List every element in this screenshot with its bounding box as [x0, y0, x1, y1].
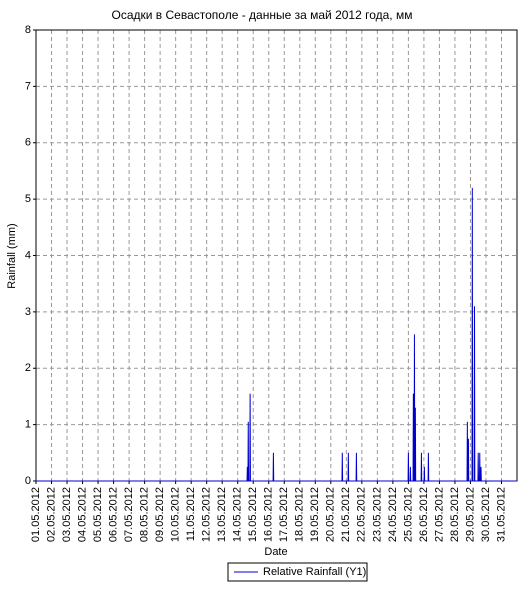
- x-tick-label: 01.05.2012: [30, 487, 42, 542]
- x-tick-label: 13.05.2012: [216, 487, 228, 542]
- x-tick-label: 02.05.2012: [45, 487, 57, 542]
- y-tick-label: 3: [25, 306, 31, 318]
- legend-box: [227, 562, 368, 582]
- x-tick-label: 22.05.2012: [356, 487, 368, 542]
- x-tick-label: 27.05.2012: [433, 487, 445, 542]
- y-tick-label: 2: [25, 362, 31, 374]
- legend-label: Relative Rainfall (Y1): [263, 566, 366, 578]
- x-tick-label: 24.05.2012: [387, 487, 399, 542]
- x-tick-label: 18.05.2012: [294, 487, 306, 542]
- x-tick-label: 15.05.2012: [247, 487, 259, 542]
- x-tick-label: 05.05.2012: [92, 487, 104, 542]
- x-tick-label: 06.05.2012: [107, 487, 119, 542]
- x-axis-label: Date: [264, 546, 287, 558]
- x-tick-label: 26.05.2012: [418, 487, 430, 542]
- y-axis-label: Rainfall (mm): [6, 223, 18, 288]
- x-tick-label: 19.05.2012: [309, 487, 321, 542]
- x-tick-label: 29.05.2012: [464, 487, 476, 542]
- x-tick-label: 10.05.2012: [170, 487, 182, 542]
- y-tick-label: 7: [25, 80, 31, 92]
- y-tick-label: 5: [25, 193, 31, 205]
- chart-title: Осадки в Севастополе - данные за май 201…: [112, 8, 413, 22]
- x-tick-label: 07.05.2012: [123, 487, 135, 542]
- x-tick-label: 20.05.2012: [325, 487, 337, 542]
- x-tick-label: 14.05.2012: [232, 487, 244, 542]
- y-tick-label: 1: [25, 419, 31, 431]
- y-tick-label: 4: [25, 249, 31, 261]
- x-tick-label: 25.05.2012: [402, 487, 414, 542]
- y-tick-label: 6: [25, 137, 31, 149]
- x-tick-label: 28.05.2012: [449, 487, 461, 542]
- x-tick-label: 16.05.2012: [263, 487, 275, 542]
- y-tick-label: 8: [25, 24, 31, 36]
- x-tick-label: 23.05.2012: [371, 487, 383, 542]
- x-tick-label: 17.05.2012: [278, 487, 290, 542]
- x-tick-label: 09.05.2012: [154, 487, 166, 542]
- x-tick-label: 04.05.2012: [76, 487, 88, 542]
- x-tick-label: 30.05.2012: [480, 487, 492, 542]
- x-tick-label: 03.05.2012: [61, 487, 73, 542]
- x-tick-label: 11.05.2012: [185, 487, 197, 541]
- x-tick-label: 21.05.2012: [340, 487, 352, 542]
- y-tick-label: 0: [25, 475, 31, 487]
- x-tick-label: 31.05.2012: [495, 487, 507, 542]
- data-line: [36, 187, 517, 482]
- x-tick-label: 12.05.2012: [201, 487, 213, 542]
- x-tick-label: 08.05.2012: [139, 487, 151, 542]
